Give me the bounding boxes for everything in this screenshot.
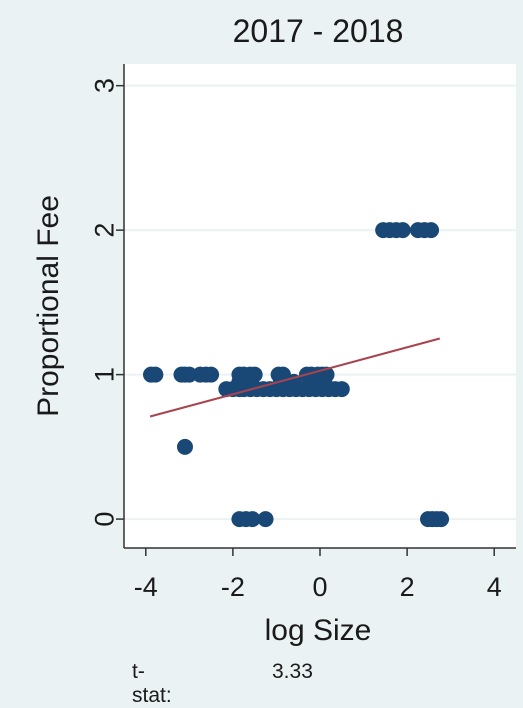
- data-point: [394, 222, 411, 239]
- data-point: [285, 373, 302, 390]
- y-tick-label: 2: [89, 223, 119, 238]
- plot-area: [124, 64, 516, 548]
- fit-line: [149, 337, 441, 418]
- data-point: [423, 222, 440, 239]
- x-tick-label: -4: [134, 572, 158, 602]
- y-axis-label: Proportional Fee: [32, 195, 65, 417]
- chart-title: 2017 - 2018: [233, 13, 404, 49]
- data-point: [333, 381, 350, 398]
- data-points: [143, 222, 450, 528]
- y-tick-label: 0: [89, 512, 119, 527]
- x-tick-label: 4: [487, 572, 502, 602]
- axis-ticks: 0 1 2 3 -4 -2 0 2 4: [89, 78, 501, 602]
- data-point: [242, 373, 259, 390]
- t-stat-value: 3.33: [272, 660, 313, 683]
- data-point: [316, 373, 333, 390]
- data-point: [244, 511, 261, 528]
- data-point: [147, 366, 164, 383]
- y-tick-label: 1: [89, 367, 119, 382]
- data-point: [176, 438, 193, 455]
- y-tick-label: 3: [89, 78, 119, 93]
- data-point: [257, 511, 274, 528]
- data-point: [433, 511, 450, 528]
- scatter-chart: 0 1 2 3 -4 -2 0 2 4 2017 - 2018 log Size Proport…: [32, 13, 516, 647]
- data-point: [203, 366, 220, 383]
- x-tick-label: -2: [221, 572, 245, 602]
- x-tick-label: 2: [400, 572, 415, 602]
- t-stat-label: t-stat:: [132, 660, 172, 707]
- x-tick-label: 0: [312, 572, 327, 602]
- x-axis-label: log Size: [265, 614, 372, 647]
